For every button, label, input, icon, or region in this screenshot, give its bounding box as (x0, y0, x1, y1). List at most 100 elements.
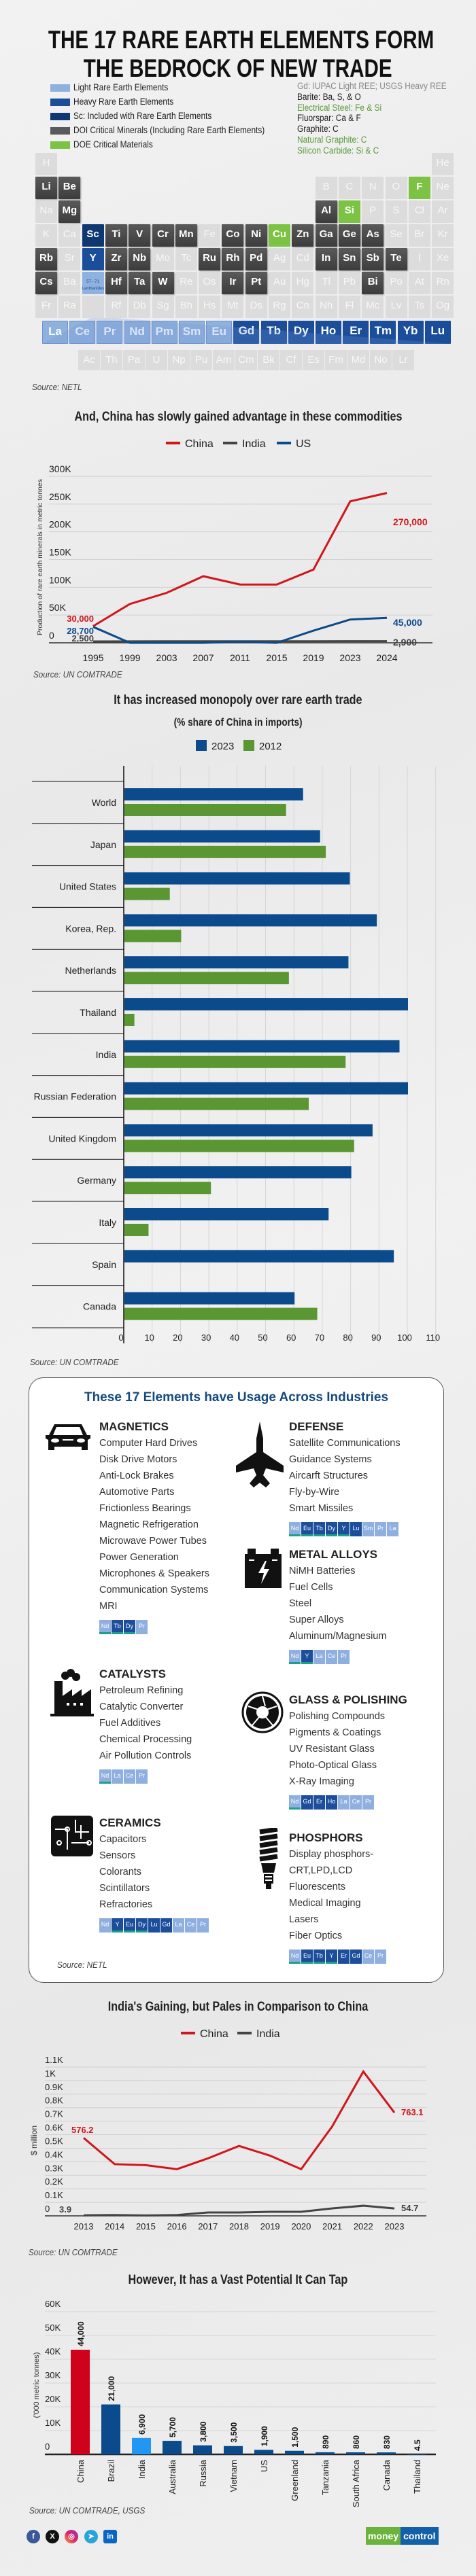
element-cell: Fe (199, 224, 221, 247)
element-cell: Ds (245, 296, 267, 318)
y-tick-label: 0.2K (45, 2176, 63, 2187)
y-tick-label: 0.1K (45, 2190, 63, 2200)
actinide-cell: U (146, 350, 167, 370)
element-cell: Kr (432, 224, 454, 247)
category-label: Greenland (290, 2460, 300, 2501)
circuit-board-icon (51, 1816, 93, 1860)
x-tick-label: 90 (371, 1333, 381, 1343)
element-cell: Sr (58, 248, 81, 270)
list-item: Refractories (99, 1899, 153, 1910)
bar-greenland (285, 2450, 304, 2454)
legend-label: DOE Critical Materials (73, 139, 153, 149)
actinide-cell: Bk (258, 350, 279, 370)
y-tick-label: 10K (45, 2418, 61, 2428)
element-cell (82, 296, 104, 318)
element-chip: Nd (99, 1918, 111, 1933)
list-item: Aircarft Structures (289, 1470, 369, 1481)
lanthanide-cell: Sm (179, 321, 205, 344)
x-tick-label: 2019 (303, 652, 324, 663)
element-cell: Rb (35, 248, 57, 270)
legend-china-label: China (185, 438, 214, 450)
actinide-cell: Cm (235, 350, 257, 370)
element-chip: Nd (289, 1949, 301, 1964)
legend-label: Heavy Rare Earth Elements (73, 96, 174, 107)
element-chip: Y (338, 1522, 350, 1536)
lanthanide-cell: Nd (124, 321, 150, 344)
category-label: Thailand (80, 1007, 116, 1018)
element-chip: Eu (301, 1949, 313, 1964)
element-cell: Pd (245, 248, 267, 270)
element-cell: B (315, 177, 337, 199)
bar-india (132, 2437, 151, 2454)
fighter-jet-icon (235, 1422, 285, 1493)
element-chip: Pr (136, 1769, 148, 1784)
element-chips: Nd Eu Tb Y Er Gd Ce Pr (289, 1949, 386, 1964)
linkedin-icon[interactable]: in (103, 2530, 117, 2543)
facebook-icon[interactable]: f (27, 2530, 40, 2543)
industry-section-phosphors: PHOSPHORS Display phosphors- CRT,LPD,LCD Fl… (289, 1830, 386, 1964)
instagram-icon[interactable]: ◎ (65, 2530, 78, 2543)
value-label: 3,500 (229, 2422, 239, 2442)
value-label: 890 (321, 2435, 330, 2449)
chart1-title: And, China has slowly gained advantage i… (74, 410, 402, 424)
element-chip: Er (313, 1795, 325, 1810)
element-cell: Bh (175, 296, 197, 318)
lanthanide-cell: Ho (316, 321, 341, 344)
moneycontrol-logo[interactable]: money control (366, 2527, 439, 2545)
element-cell: Hf (105, 272, 127, 294)
list-item: Polishing Compounds (289, 1711, 386, 1722)
bar-brazil (101, 2404, 120, 2454)
element-cell: Mn (175, 224, 197, 247)
lanthanide-cell: Eu (206, 321, 233, 344)
category-label: Russian Federation (34, 1091, 116, 1102)
element-chip: Y (112, 1918, 123, 1933)
x-tick-label: 70 (315, 1333, 324, 1343)
series-line-china (83, 2069, 396, 2171)
lanthanide-cell: Lu (424, 321, 451, 344)
x-tick-label: 2003 (156, 652, 177, 663)
legend-india-label: India (256, 2028, 280, 2040)
bar-2023 (124, 956, 349, 969)
bar-south-africa (346, 2452, 365, 2454)
element-chip: Gd (350, 1949, 362, 1964)
y-axis-title: ('000 metric tonnes) (33, 2352, 41, 2418)
value-label: 830 (382, 2435, 392, 2449)
x-tick-label: 2017 (198, 2221, 218, 2231)
element-cell: Cs (35, 272, 57, 294)
bar-2023 (124, 1082, 408, 1095)
element-cell: He (432, 153, 454, 175)
section-heading: METAL ALLOYS (289, 1548, 378, 1561)
x-icon[interactable]: X (46, 2530, 59, 2543)
start-label: 3.9 (59, 2204, 71, 2215)
actinide-cell: Cf (280, 350, 302, 370)
element-chip: Sm (362, 1522, 374, 1536)
telegram-icon[interactable]: ➤ (84, 2530, 98, 2543)
series-line-us (92, 616, 388, 644)
y-tick-label: 100K (49, 574, 71, 585)
bar-2023 (124, 1292, 295, 1305)
industry-section-ceramics: CERAMICS Capacitors Sensors Colorants Scinti… (99, 1815, 209, 1933)
element-cell: Ts (408, 296, 430, 318)
element-cell: Li (35, 177, 57, 199)
list-item: Petroleum Refining (99, 1685, 184, 1696)
element-cell: Ni (245, 224, 267, 247)
bar-vietnam (224, 2446, 243, 2454)
element-chip: La (313, 1650, 325, 1664)
start-label: 30,000 (67, 614, 94, 624)
actinide-cell: Md (347, 350, 369, 370)
lanthanide-cell: Dy (288, 321, 314, 344)
section-heading: CERAMICS (99, 1816, 161, 1829)
category-label: Canada (381, 2459, 392, 2490)
list-item: Fuel Cells (289, 1582, 333, 1593)
element-chip: Pr (375, 1522, 386, 1536)
list-item: CRT,LPD,LCD (289, 1865, 353, 1876)
element-cell: N (362, 177, 384, 199)
legend-note: Fluorspar: Ca & F (297, 113, 361, 124)
legend-label: Sc: Included with Rare Earth Elements (73, 111, 212, 121)
element-cell: Ne (432, 177, 454, 199)
list-item: Communication Systems (99, 1585, 209, 1595)
legend-note: Natural Graphite: C (297, 135, 367, 145)
element-chips: Nd Y Eu Dy Lu Gd La Ce Pr (99, 1918, 209, 1933)
y-axis-title: $ million (29, 2125, 39, 2155)
element-chip: Gd (160, 1918, 172, 1933)
